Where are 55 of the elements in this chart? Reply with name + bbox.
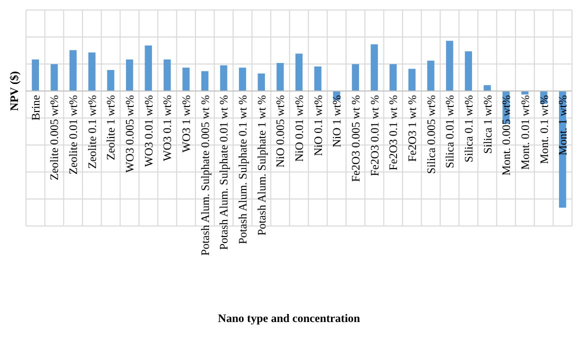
x-tick-label: WO3 0.1 wt% — [162, 94, 174, 162]
x-tick-label: Potash Alum. Sulphate 0.1 wt % — [238, 94, 250, 244]
bar — [164, 59, 171, 91]
bar — [32, 59, 39, 91]
bar — [220, 65, 228, 91]
x-tick-label: Fe2O3 0.01 wt % — [369, 94, 382, 176]
x-tick-label: Mont. 0.005 wt% — [501, 94, 514, 176]
bar — [126, 59, 134, 91]
x-tick-label: Mont. 0.1 wt% — [538, 94, 551, 164]
bar — [446, 40, 454, 91]
x-tick-label: Fe2O3 0.005 wt % — [350, 94, 362, 182]
bar — [144, 45, 152, 91]
x-tick-label: NiO 0.01 wt% — [294, 94, 306, 162]
x-tick-label: Zeolite 0.01 wt% — [68, 94, 80, 175]
x-tick-label: Potash Alum. Sulphate 1 wt % — [256, 94, 268, 236]
bar — [201, 71, 208, 91]
x-tick-label: Fe2O3 0.1 wt % — [388, 94, 400, 170]
bar — [295, 54, 303, 91]
x-tick-label: WO3 0.005 wt% — [124, 94, 137, 173]
x-tick-label: NiO 1 wt% — [332, 94, 344, 148]
bar — [370, 44, 378, 91]
x-axis-title: Nano type and concentration — [218, 313, 361, 325]
x-tick-label: Silica 0.1 wt% — [463, 94, 476, 162]
bar — [258, 73, 265, 91]
bar — [276, 62, 284, 91]
bar — [182, 68, 190, 91]
x-tick-label: WO3 0.01 wt% — [143, 94, 156, 167]
bar — [107, 70, 114, 91]
bar — [69, 50, 77, 91]
x-tick-label: Mont. 0.01 wt% — [520, 94, 532, 170]
x-tick-label: Silica 0.01 wt% — [444, 94, 457, 168]
x-tick-label: Potash Alum. Sulphate 0.01 wt % — [218, 94, 231, 250]
x-tick-label: NiO 0.1 wt% — [312, 94, 325, 156]
x-tick-label: Silica 1 wt% — [482, 94, 494, 154]
x-tick-label: Potash Alum. Sulphate 0.005 wt % — [200, 94, 212, 256]
bar — [50, 64, 58, 91]
x-tick-label: Silica 0.005 wt% — [426, 94, 438, 174]
x-tick-label: Mont. 1 wt% — [558, 94, 570, 156]
x-tick-label: Fe2O3 1 wt % — [406, 94, 419, 162]
x-tick-label: Zeolite 1 wt% — [106, 94, 118, 160]
x-tick-label: Zeolite 0.005 wt% — [49, 94, 62, 180]
bar — [88, 52, 96, 91]
bar — [464, 51, 472, 91]
bar — [484, 85, 491, 91]
bar — [352, 64, 360, 91]
bar — [408, 68, 416, 91]
bar — [238, 68, 246, 91]
y-axis-title: NPV ($) — [9, 70, 21, 111]
bar — [390, 64, 397, 91]
x-tick-label: WO3 1 wt% — [181, 94, 194, 152]
bar — [314, 66, 322, 91]
x-tick-label: Brine — [30, 94, 42, 121]
x-tick-label: Zeolite 0.1 wt% — [86, 94, 99, 169]
bar — [427, 60, 434, 91]
x-tick-label: NiO 0.005 wt% — [275, 94, 288, 168]
